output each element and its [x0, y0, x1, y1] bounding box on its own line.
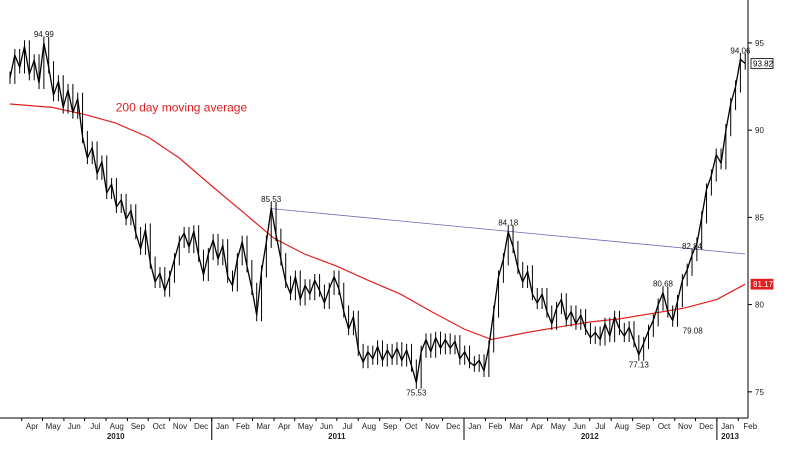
x-tick-label: Apr	[531, 422, 544, 431]
last-value-tag	[750, 278, 774, 290]
value-annotation: 79.08	[683, 327, 704, 336]
year-label: 2013	[721, 432, 739, 441]
x-tick-label: Feb	[236, 422, 250, 431]
last-value-label: 93.82	[753, 59, 774, 68]
x-tick-label: Dec	[194, 422, 208, 431]
x-tick-label: Sep	[383, 422, 398, 431]
x-tick-label: Nov	[425, 422, 439, 431]
value-annotation: 77.13	[629, 361, 650, 370]
x-tick-label: Oct	[658, 422, 671, 431]
x-tick-label: Jul	[342, 422, 352, 431]
x-tick-label: Apr	[278, 422, 291, 431]
x-tick-label: May	[298, 422, 313, 431]
moving-average-label: 200 day moving average	[116, 100, 248, 114]
x-tick-label: Jun	[573, 422, 586, 431]
y-tick-label: 80	[755, 301, 764, 310]
x-tick-label: Jun	[68, 422, 81, 431]
year-label: 2011	[328, 432, 346, 441]
x-tick-label: Aug	[110, 422, 124, 431]
last-value-label: 81.17	[753, 280, 774, 289]
x-tick-label: Jan	[216, 422, 229, 431]
x-tick-label: Aug	[362, 422, 376, 431]
value-annotation: 80.68	[653, 280, 674, 289]
moving-average-line	[9, 103, 746, 341]
x-tick-label: Oct	[405, 422, 418, 431]
y-tick-label: 95	[755, 39, 764, 48]
value-annotation: 84.18	[498, 219, 519, 228]
value-annotation: 82.84	[682, 242, 703, 251]
year-label: 2012	[581, 432, 599, 441]
x-tick-label: Apr	[26, 422, 39, 431]
x-tick-label: Nov	[173, 422, 187, 431]
x-tick-label: Jan	[721, 422, 734, 431]
x-tick-label: Nov	[678, 422, 692, 431]
x-tick-label: Jul	[90, 422, 100, 431]
year-label: 2010	[107, 432, 125, 441]
y-tick-label: 75	[755, 388, 764, 397]
x-tick-label: May	[46, 422, 61, 431]
x-tick-label: Feb	[743, 422, 757, 431]
annotations-layer: 94.99 85.53 75.53 84.18 77.13 80.68 79.08 82.84…	[34, 30, 751, 398]
price-series-layer	[9, 36, 746, 389]
last-value-tag	[750, 58, 774, 69]
x-tick-label: Jan	[468, 422, 481, 431]
x-tick-label: Dec	[446, 422, 460, 431]
x-tick-label: Jun	[320, 422, 333, 431]
x-tick-label: Feb	[489, 422, 503, 431]
y-tick-label: 90	[755, 126, 764, 135]
x-tick-label: Mar	[509, 422, 523, 431]
moving-average-layer	[9, 103, 746, 341]
axes-layer: 75 80 85 90 95 Apr May Jun Jul Aug Sep Oct Nov Dec Jan…	[0, 0, 774, 441]
y-tick-label: 85	[755, 213, 764, 222]
x-tick-label: Jul	[595, 422, 605, 431]
value-annotation: 94.06	[730, 46, 751, 55]
x-tick-label: Oct	[153, 422, 166, 431]
value-annotation: 94.99	[34, 30, 55, 39]
x-tick-label: Dec	[699, 422, 713, 431]
x-tick-label: May	[551, 422, 566, 431]
x-tick-label: Mar	[256, 422, 270, 431]
x-tick-label: Aug	[615, 422, 629, 431]
value-annotation: 75.53	[406, 389, 427, 398]
x-tick-label: Sep	[131, 422, 146, 431]
value-annotation: 85.53	[261, 195, 282, 204]
x-tick-label: Sep	[636, 422, 651, 431]
